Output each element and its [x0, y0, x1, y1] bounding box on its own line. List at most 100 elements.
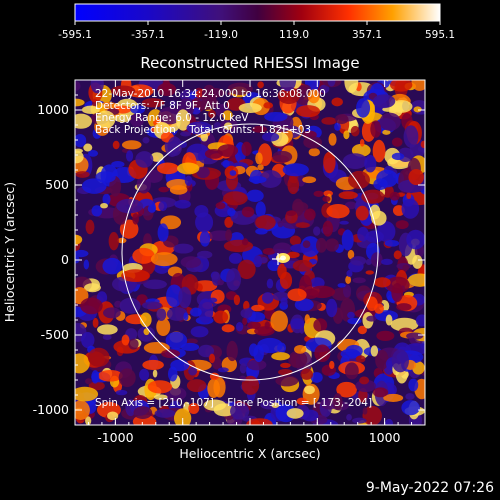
- heatmap-blob: [121, 334, 130, 346]
- heatmap-blob: [147, 204, 156, 213]
- heatmap-blob: [326, 298, 338, 318]
- heatmap-blob: [260, 256, 268, 264]
- heatmap-blob: [114, 114, 132, 123]
- heatmap-blob: [344, 362, 359, 380]
- heatmap-blob: [190, 307, 202, 317]
- heatmap-blob: [357, 325, 367, 335]
- heatmap-blob: [133, 406, 153, 420]
- heatmap-blob: [310, 372, 323, 383]
- heatmap-blob: [167, 136, 183, 157]
- heatmap-blob: [389, 100, 413, 113]
- heatmap-blob: [405, 393, 415, 400]
- heatmap-blob: [176, 109, 191, 131]
- heatmap-blob: [85, 416, 92, 425]
- heatmap-blob: [391, 349, 409, 373]
- heatmap-blob: [347, 311, 355, 319]
- heatmap-blob: [87, 347, 110, 367]
- heatmap-blob: [75, 150, 84, 164]
- heatmap-blob: [396, 303, 412, 311]
- heatmap-blob: [300, 368, 314, 380]
- heatmap-blob: [150, 252, 178, 267]
- flare-crosshair: [272, 253, 284, 265]
- annotation-time-range: 22-May-2010 16:34:24.000 to 16:36:08.000: [95, 88, 326, 100]
- heatmap-blob: [88, 381, 105, 391]
- heatmap-blob: [279, 271, 293, 289]
- heatmap-blob: [323, 151, 336, 174]
- heatmap-blob: [246, 189, 264, 202]
- heatmap-blob: [178, 286, 192, 309]
- heatmap-blob: [222, 159, 230, 168]
- x-tick-label: -500: [169, 430, 197, 445]
- heatmap-blob: [403, 125, 419, 148]
- heatmap-blob: [97, 369, 123, 382]
- heatmap-blob: [87, 149, 99, 157]
- heatmap-blob: [401, 198, 420, 219]
- y-tick-label: -1000: [33, 402, 69, 417]
- heatmap-blob: [420, 140, 425, 149]
- annotation-counts: Back Projection Total counts: 1.82E+03: [95, 124, 312, 136]
- heatmap-blob: [118, 368, 136, 388]
- heatmap-blob: [339, 220, 349, 225]
- heatmap-blob: [359, 139, 365, 147]
- heatmap-blob: [342, 284, 352, 298]
- heatmap-blob: [203, 399, 227, 411]
- heatmap-blob: [103, 307, 121, 319]
- heatmap-blob: [223, 239, 254, 253]
- heatmap-blob: [255, 152, 263, 165]
- heatmap-blob: [352, 417, 367, 424]
- colorbar-tick-label: 119.0: [279, 29, 309, 41]
- heatmap-blob: [143, 341, 170, 354]
- heatmap-blob: [286, 408, 304, 419]
- heatmap-blob: [370, 120, 382, 138]
- heatmap-blob: [376, 169, 399, 188]
- heatmap-blob: [111, 161, 125, 168]
- heatmap-blob: [406, 332, 424, 340]
- heatmap-blob: [259, 170, 282, 188]
- heatmap-blob: [347, 249, 355, 260]
- heatmap-blob: [359, 376, 370, 385]
- heatmap-blob: [302, 240, 311, 249]
- heatmap-blob: [304, 314, 311, 324]
- heatmap-blob: [184, 175, 193, 186]
- heatmap-blob: [313, 226, 321, 236]
- heatmap-blob: [147, 380, 173, 394]
- heatmap-blob: [228, 252, 243, 264]
- heatmap-image: [75, 80, 425, 425]
- heatmap-blob: [415, 314, 425, 327]
- heatmap-blob: [75, 386, 99, 402]
- heatmap-blob: [372, 94, 396, 109]
- heatmap-blob: [302, 176, 317, 184]
- heatmap-blob: [242, 317, 248, 326]
- heatmap-blob: [334, 114, 349, 125]
- heatmap-blob: [117, 237, 127, 244]
- heatmap-blob: [316, 237, 327, 253]
- heatmap-blob: [322, 220, 334, 237]
- heatmap-blob: [238, 102, 262, 113]
- heatmap-blob: [156, 162, 179, 175]
- heatmap-blob: [272, 150, 293, 163]
- heatmap-blob: [125, 150, 134, 162]
- heatmap-blob: [121, 140, 142, 150]
- heatmap-blob: [376, 330, 395, 342]
- heatmap-blob: [391, 137, 403, 147]
- solar-limb: [121, 123, 379, 381]
- heatmap-blob: [142, 136, 150, 144]
- heatmap-blob: [290, 318, 305, 330]
- heatmap-blob: [390, 317, 419, 332]
- heatmap-blob: [385, 314, 393, 326]
- heatmap-blob: [370, 252, 383, 267]
- heatmap-blob: [91, 370, 100, 384]
- heatmap-blob: [275, 375, 299, 387]
- annotation-detectors: Detectors: 7F 8F 9F, Att 0: [95, 100, 230, 112]
- heatmap-blob: [139, 368, 150, 381]
- heatmap-blob: [132, 213, 139, 225]
- heatmap-blob: [328, 133, 337, 146]
- heatmap-blob: [248, 176, 267, 184]
- heatmap-blob: [253, 255, 263, 268]
- heatmap-blob: [215, 202, 226, 210]
- heatmap-blob: [173, 243, 194, 254]
- heatmap-blob: [75, 98, 85, 107]
- heatmap-blob: [235, 322, 244, 332]
- heatmap-blob: [355, 205, 369, 221]
- colorbar-tick-label: -119.0: [204, 29, 238, 41]
